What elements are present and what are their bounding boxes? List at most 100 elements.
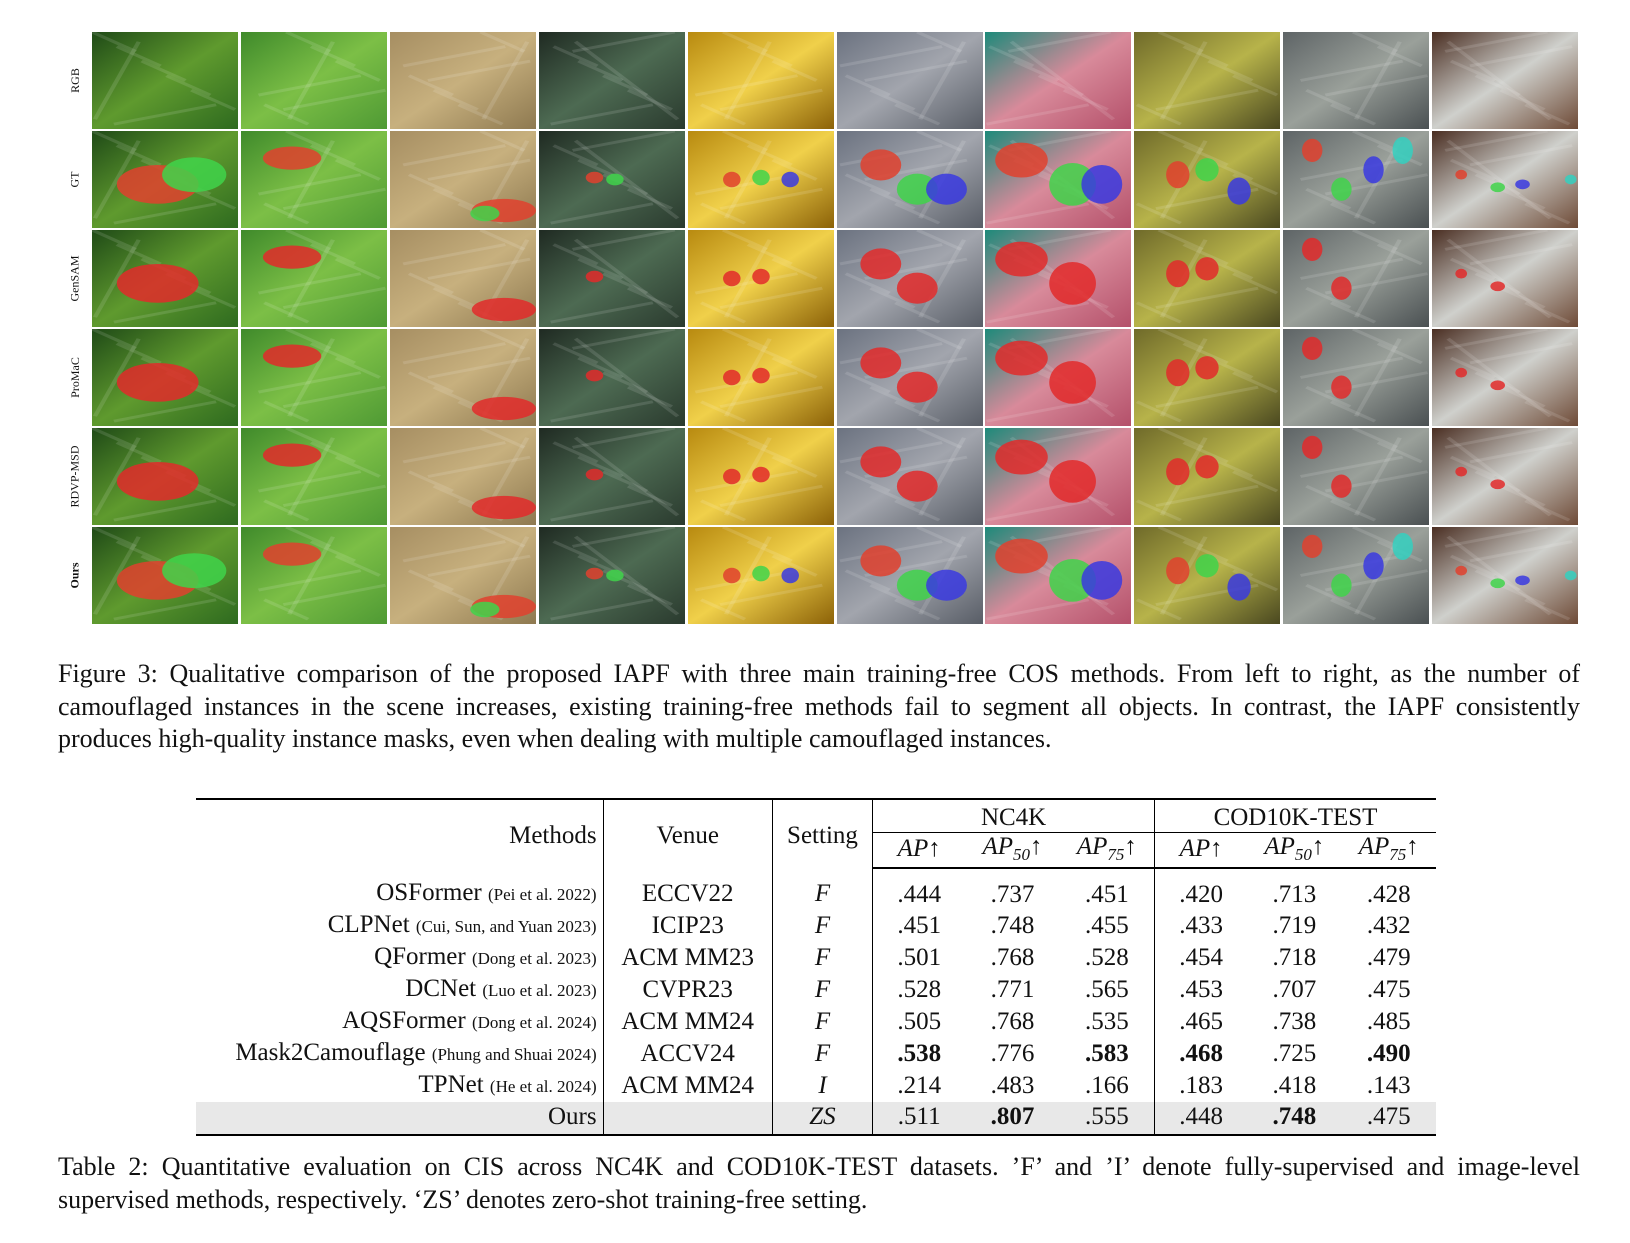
cell-value: .538 [897,1040,942,1067]
texture-stroke [479,131,526,152]
figure-cell [538,32,685,129]
texture-stroke [1182,144,1229,167]
texture-stroke [626,385,673,408]
texture-stroke [986,103,1090,126]
texture-stroke [113,400,217,423]
texture-stroke [282,88,387,111]
instance-mask [1049,361,1097,404]
texture-stroke [699,400,746,423]
scene-image [389,32,536,129]
texture-stroke [552,45,599,68]
figure-cell [985,329,1132,426]
texture-stroke [915,32,962,53]
instance-mask [995,340,1049,376]
texture-stroke [1376,441,1424,464]
texture-stroke [92,329,138,350]
method-name: Ours [548,1103,597,1130]
texture-stroke [263,103,310,126]
instance-mask [859,347,901,379]
texture-stroke [1300,356,1404,379]
texture-stroke [626,286,673,309]
cell-value: .485 [1366,1008,1411,1035]
instance-mask [995,241,1049,277]
texture-stroke [868,88,916,111]
texture-stroke [1354,338,1403,417]
instance-mask [925,569,967,601]
texture-stroke [432,385,479,408]
texture-stroke [552,342,599,365]
cell-value: .505 [897,1008,942,1035]
instance-mask [1363,552,1384,580]
figure-cell [836,131,983,228]
instance-mask [722,567,741,584]
instance-mask [1302,534,1323,559]
cell-value: .565 [1059,974,1156,1006]
texture-stroke [1352,230,1399,251]
figure-cell [1432,230,1579,327]
texture-stroke [771,59,818,82]
texture-stroke [1469,342,1573,365]
texture-stroke [626,583,673,606]
texture-stroke [719,484,823,507]
texture-stroke [92,32,138,53]
texture-stroke [427,257,531,280]
texture-stroke [287,239,335,318]
cell-value: .737 [990,880,1035,908]
instance-mask [1490,380,1506,391]
texture-stroke [113,499,217,522]
texture-stroke [457,103,504,126]
header-cod10k-ap75: AP75↑ [1341,832,1436,869]
scene-image [538,32,685,129]
cell-value: .738 [1272,1008,1317,1035]
table-row: QFormer (Dong et al. 2023) ACM MM23 F .501.… [196,942,1436,974]
texture-stroke [309,144,356,167]
texture-stroke [1499,88,1546,111]
row-label-text: RDVP-MSD [67,445,82,508]
figure-cell [92,428,238,525]
texture-stroke [915,428,962,449]
texture-stroke [626,484,673,507]
cell-value: .483 [990,1072,1035,1099]
texture-stroke [552,441,599,464]
cell-method: Ours [196,1102,604,1136]
figure-cell [985,230,1132,327]
cell-method: AQSFormer (Dong et al. 2024) [196,1006,604,1038]
texture-stroke [284,230,332,251]
figure-cell [538,329,685,426]
texture-stroke [92,41,141,120]
cell-method: TPNet (He et al. 2024) [196,1070,604,1102]
instance-mask [896,371,938,403]
instance-mask [722,468,741,485]
texture-stroke [915,230,962,251]
figure-cell [240,428,387,525]
figure-cell [1432,329,1579,426]
table-body: OSFormer (Pei et al. 2022) ECCV22 F .444.73… [196,868,1436,1136]
instance-mask [859,545,901,577]
texture-stroke [92,239,141,318]
texture-stroke [771,257,818,280]
texture-stroke [113,202,217,225]
texture-stroke [1155,484,1259,507]
texture-stroke [92,536,141,615]
texture-stroke [1063,88,1110,111]
instance-mask [1195,257,1219,281]
cell-value: .713 [1272,880,1317,908]
instance-mask [1195,554,1219,578]
scene-image [240,230,387,327]
texture-stroke [263,400,310,423]
cell-value: .725 [1272,1040,1317,1067]
cell-method: CLPNet (Cui, Sun, and Yuan 2023) [196,910,604,942]
header-methods: Methods [196,798,604,868]
texture-stroke [287,41,335,120]
instance-mask [1455,367,1468,378]
texture-stroke [407,569,454,592]
texture-stroke [1330,400,1377,423]
scene-image [92,32,238,129]
texture-stroke [868,286,916,309]
texture-stroke [1136,400,1183,423]
instance-mask [1227,177,1252,205]
instance-mask [722,171,741,188]
instance-mask [1166,458,1190,486]
cell-value: .501 [897,944,942,971]
texture-stroke [1499,286,1546,309]
